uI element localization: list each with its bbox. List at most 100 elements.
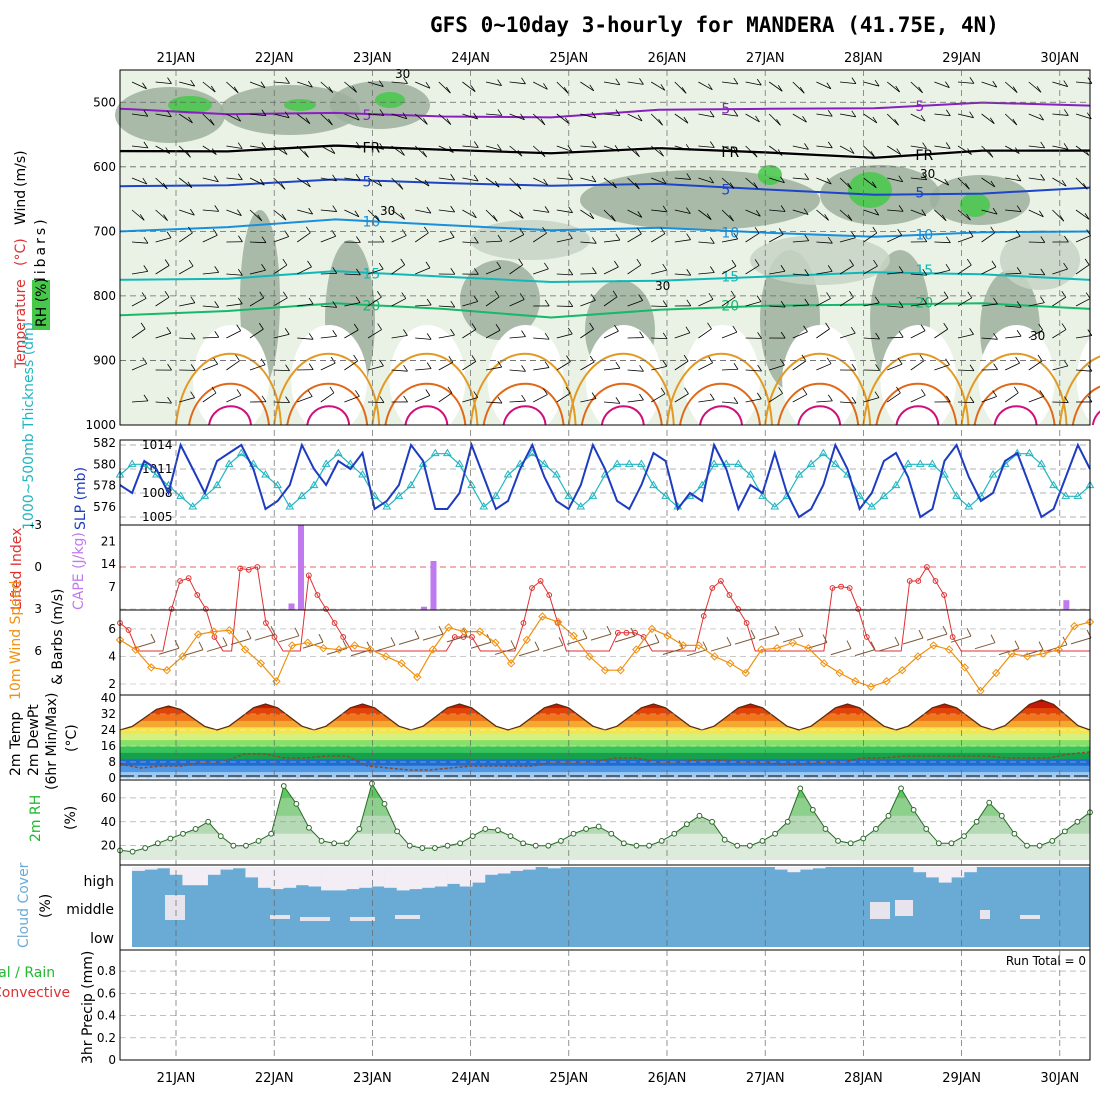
thickness-tick-label: 576: [93, 500, 116, 514]
wind-barb-flag: [804, 269, 810, 276]
wind-barb: [839, 401, 856, 404]
wind-barb: [485, 401, 502, 404]
wind-barb: [226, 360, 240, 371]
wind-speed-marker: [819, 659, 829, 668]
wind-barb: [1075, 369, 1092, 372]
wind-barbs-label: & Barbs (m/s): [50, 588, 66, 685]
wind-barb-flag: [210, 85, 216, 93]
thickness-marker: [418, 459, 428, 467]
wind-barb-flag: [568, 300, 574, 307]
y-tick-label: 500: [93, 95, 116, 109]
wind-barb-flag: [342, 640, 348, 649]
wind-barb: [226, 330, 241, 339]
wind-barb: [745, 265, 760, 275]
rh-marker: [998, 812, 1005, 819]
wind-barb-flag: [872, 226, 878, 234]
wind-barb-flag: [328, 86, 334, 93]
wind-barb: [556, 392, 571, 403]
li-marker: [709, 585, 716, 591]
rh-blob: [375, 92, 405, 108]
wind-barb: [769, 234, 784, 243]
li-tick-label: -3: [30, 518, 42, 532]
wind-barb: [1028, 113, 1044, 121]
wind-barb: [462, 397, 478, 403]
wind-barb-flag: [825, 322, 830, 330]
wind-barb: [745, 145, 758, 158]
wind-barb-flag: [426, 333, 432, 340]
wind-barb-flag: [233, 86, 239, 94]
wind-barb-flag: [754, 227, 760, 234]
wind-barb: [296, 177, 311, 188]
wind-barb: [603, 113, 620, 117]
wind-barb-flag: [167, 110, 172, 118]
wind-barb-flag: [1037, 354, 1043, 362]
wind-barb-flag: [709, 141, 715, 148]
thickness-marker: [964, 502, 974, 510]
wind-barb: [556, 305, 573, 307]
wind-barb-flag: [519, 293, 525, 300]
wind-barb: [745, 232, 760, 243]
wind-barb-flag: [592, 141, 597, 148]
wind-barb-flag: [993, 297, 998, 305]
wind-barb-flag: [681, 87, 687, 94]
precip-convective-label: Convective: [0, 985, 70, 1001]
wind-barb: [887, 177, 903, 183]
rh-band: [120, 783, 1090, 834]
wind-barb-flag: [637, 114, 643, 122]
wind-barb: [367, 113, 384, 116]
wind-barb-flag: [355, 174, 361, 181]
li-marker: [726, 592, 733, 598]
wind-barb: [887, 271, 904, 275]
rh-blob: [168, 96, 212, 114]
wind-barb: [297, 266, 312, 275]
wind-barb-flag: [969, 328, 974, 335]
li-marker: [185, 575, 192, 582]
wind-barb-flag: [355, 296, 361, 303]
rh-marker: [280, 783, 287, 789]
wind-speed-marker: [1054, 645, 1063, 654]
rh-marker: [948, 840, 955, 847]
cloud-high-gap: [258, 867, 271, 888]
y-tick-label: 900: [93, 353, 116, 367]
wind-barb-flag: [1012, 118, 1018, 126]
slp-line: [119, 441, 1091, 519]
isotherm-30: [286, 382, 369, 426]
wind-barb: [296, 232, 311, 243]
wind-barb: [415, 395, 430, 403]
wind-barb-flag: [1016, 330, 1022, 337]
wind-barb-flag: [568, 268, 574, 276]
rh-marker: [205, 818, 212, 825]
wind-barb: [981, 232, 995, 243]
dewpoint-line: [119, 751, 1091, 771]
isotherm-35: [993, 405, 1038, 426]
wind-barb: [638, 641, 660, 649]
panel-frame: [119, 69, 1091, 426]
wind-barb: [278, 635, 300, 643]
wind-barb: [674, 81, 687, 94]
date-label-bottom: 25JAN: [549, 1071, 588, 1086]
thickness-marker: [394, 491, 404, 499]
wind-barb: [698, 399, 715, 403]
isotherm-25: [960, 352, 1068, 426]
wind-barb-flag: [142, 82, 147, 89]
wind-barb: [1075, 209, 1090, 220]
wind-barb-flag: [872, 116, 878, 124]
wind-barb-flag: [1039, 113, 1044, 121]
wind-barb: [179, 302, 195, 307]
wind-barb: [910, 303, 927, 307]
wind-barb-flag: [708, 83, 713, 91]
wind-speed-marker: [131, 645, 140, 654]
li-marker: [829, 585, 836, 591]
wind-barb-flag: [592, 267, 597, 274]
wind-barb: [674, 209, 691, 214]
rh-blob: [470, 220, 590, 260]
wind-barb: [769, 364, 785, 371]
li-marker: [537, 578, 544, 584]
wind-barb: [178, 145, 191, 158]
wind-barb: [674, 273, 691, 276]
wind-barb-flag: [190, 364, 196, 371]
wind-barb: [934, 81, 950, 89]
slp-tick-label: 1008: [142, 486, 173, 500]
isotherm-25: [175, 352, 282, 426]
wind-barb-flag: [497, 396, 503, 404]
